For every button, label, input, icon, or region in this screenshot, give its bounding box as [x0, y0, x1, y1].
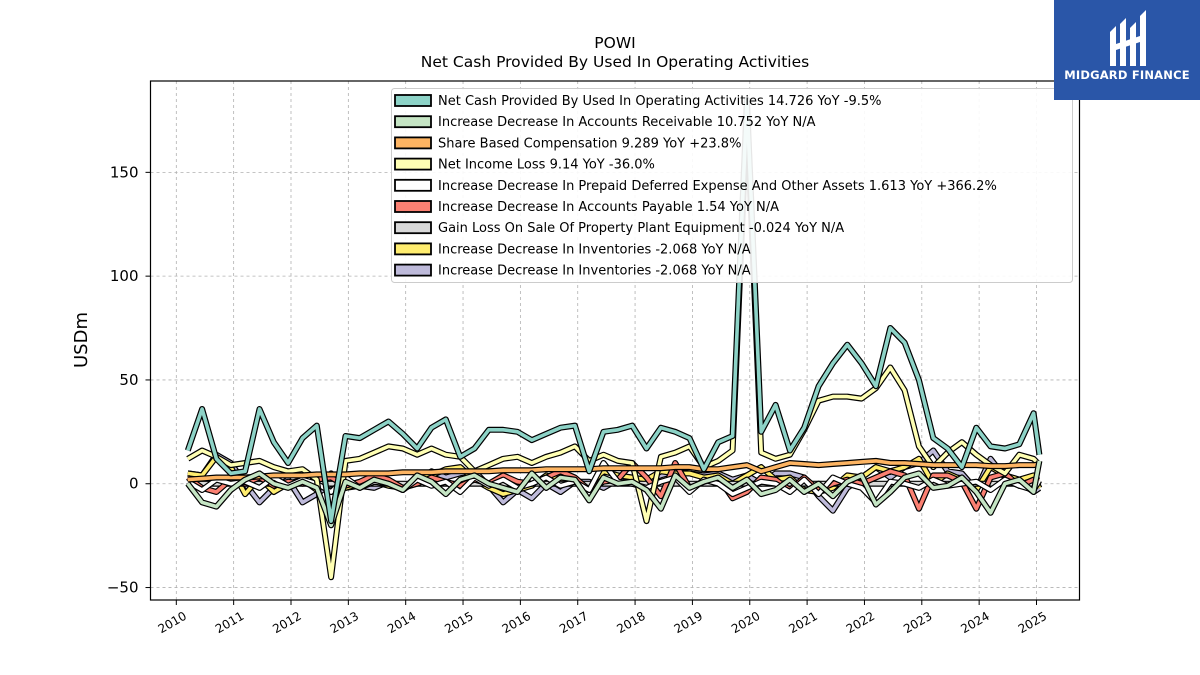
logo-text: MIDGARD FINANCE	[1064, 68, 1190, 82]
legend-label: Increase Decrease In Inventories -2.068 …	[438, 264, 751, 279]
x-tick-label: 2017	[557, 609, 590, 636]
series-line	[187, 459, 1040, 482]
x-tick-label: 2025	[1016, 609, 1049, 636]
legend-label: Gain Loss On Sale Of Property Plant Equi…	[438, 221, 844, 236]
legend-label: Increase Decrease In Accounts Payable 1.…	[438, 200, 779, 215]
y-tick-label: 50	[119, 371, 138, 389]
legend-swatch	[394, 242, 432, 256]
legend-swatch	[394, 200, 432, 213]
chart-title: POWI	[594, 34, 635, 52]
x-tick-label: 2012	[270, 609, 303, 636]
x-tick-label: 2024	[958, 609, 991, 636]
x-tick-label: 2019	[672, 609, 705, 636]
legend-swatch	[394, 136, 432, 150]
legend-label: Increase Decrease In Accounts Receivable…	[438, 115, 816, 130]
series-line	[186, 460, 1042, 528]
legend-label: Increase Decrease In Prepaid Deferred Ex…	[438, 179, 997, 194]
x-tick-label: 2015	[442, 609, 475, 636]
legend-swatch	[394, 221, 432, 235]
x-tick-label: 2022	[844, 609, 877, 636]
legend-swatch	[394, 178, 432, 192]
plot-frame	[149, 80, 1081, 601]
legend-swatch	[394, 263, 432, 277]
y-tick-label: 100	[110, 267, 139, 285]
legend: Net Cash Provided By Used In Operating A…	[391, 88, 1073, 283]
legend-label: Net Income Loss 9.14 YoY -36.0%	[438, 158, 655, 173]
x-tick-label: 2023	[901, 609, 934, 636]
x-tick-label: 2010	[156, 609, 189, 636]
series-group	[184, 96, 1043, 581]
x-tick-label: 2011	[213, 609, 246, 636]
legend-label: Net Cash Provided By Used In Operating A…	[438, 94, 881, 109]
y-tick-label: −50	[107, 579, 139, 597]
x-tick-label: 2018	[614, 609, 647, 636]
series-line	[186, 97, 1042, 523]
y-tick-label: 0	[129, 475, 139, 493]
series-line	[186, 112, 1041, 580]
x-tick-label: 2016	[500, 609, 533, 636]
x-tick-label: 2020	[729, 609, 762, 636]
x-tick-label: 2021	[786, 609, 819, 636]
legend-swatch	[394, 94, 432, 107]
x-tick-label: 2013	[328, 609, 361, 636]
legend-box	[391, 88, 1073, 283]
legend-swatch	[394, 115, 432, 129]
y-tick-label: 150	[110, 163, 139, 181]
y-axis-label: USDm	[71, 312, 92, 368]
logo-mark-icon	[1110, 10, 1146, 66]
legend-label: Increase Decrease In Inventories -2.068 …	[438, 242, 751, 257]
chart-subtitle: Net Cash Provided By Used In Operating A…	[421, 53, 809, 71]
legend-swatch	[394, 157, 432, 171]
brand-logo: MIDGARD FINANCE	[1054, 0, 1200, 100]
x-tick-label: 2014	[385, 609, 418, 636]
legend-label: Share Based Compensation 9.289 YoY +23.8…	[438, 136, 741, 151]
